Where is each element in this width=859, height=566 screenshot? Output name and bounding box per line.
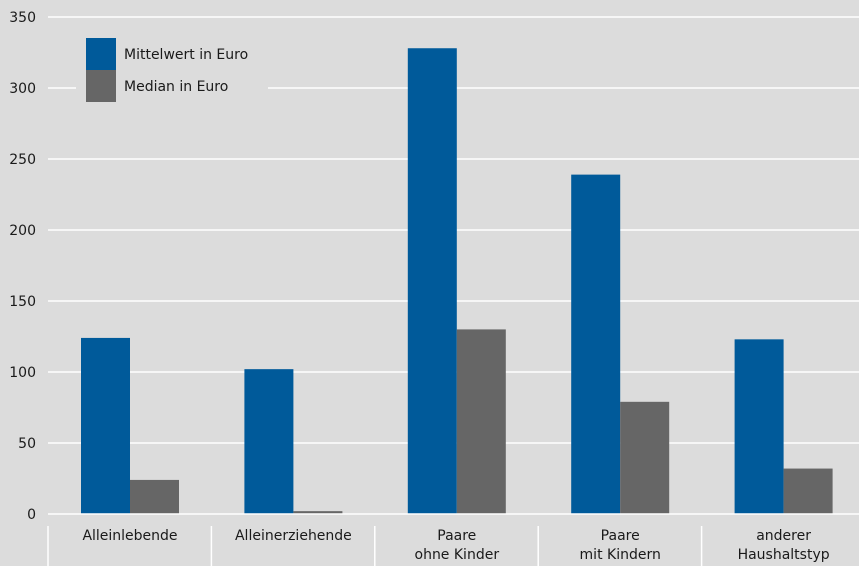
category-label: anderer — [756, 528, 811, 544]
category-label: ohne Kinder — [415, 547, 500, 563]
y-tick-label: 0 — [27, 507, 36, 523]
y-tick-label: 250 — [9, 152, 36, 168]
median-bar — [130, 479, 179, 514]
category-label: Paare — [601, 528, 640, 544]
y-tick-label: 150 — [9, 294, 36, 310]
category-label: Paare — [437, 528, 476, 544]
y-tick-label: 50 — [18, 436, 36, 452]
mean-bar — [81, 337, 130, 514]
category-label: Haushaltstyp — [738, 547, 830, 563]
category-label: Alleinlebende — [82, 528, 177, 544]
legend-label: Mittelwert in Euro — [124, 47, 248, 63]
legend-swatch — [86, 38, 116, 70]
mean-bar — [734, 339, 784, 514]
mean-bar — [571, 174, 621, 514]
median-bar — [293, 511, 343, 514]
y-tick-label: 350 — [9, 10, 36, 26]
legend-swatch — [86, 70, 116, 102]
y-tick-label: 100 — [9, 365, 36, 381]
median-bar — [783, 468, 833, 514]
mean-bar — [407, 48, 457, 515]
median-bar — [620, 401, 670, 514]
y-tick-label: 300 — [9, 81, 36, 97]
y-tick-label: 200 — [9, 223, 36, 239]
legend: Mittelwert in Euro Median in Euro — [76, 30, 268, 104]
category-labels: Alleinlebende Alleinerziehende Paare ohne K… — [82, 528, 829, 563]
category-separators — [47, 526, 703, 566]
median-bar — [456, 329, 506, 514]
category-label: Alleinerziehende — [235, 528, 352, 544]
bars — [81, 48, 833, 515]
mean-bar — [244, 369, 294, 514]
category-label: mit Kindern — [580, 547, 661, 563]
y-axis-ticks: 0 50 100 150 200 250 300 350 — [9, 10, 36, 523]
legend-label: Median in Euro — [124, 79, 228, 95]
